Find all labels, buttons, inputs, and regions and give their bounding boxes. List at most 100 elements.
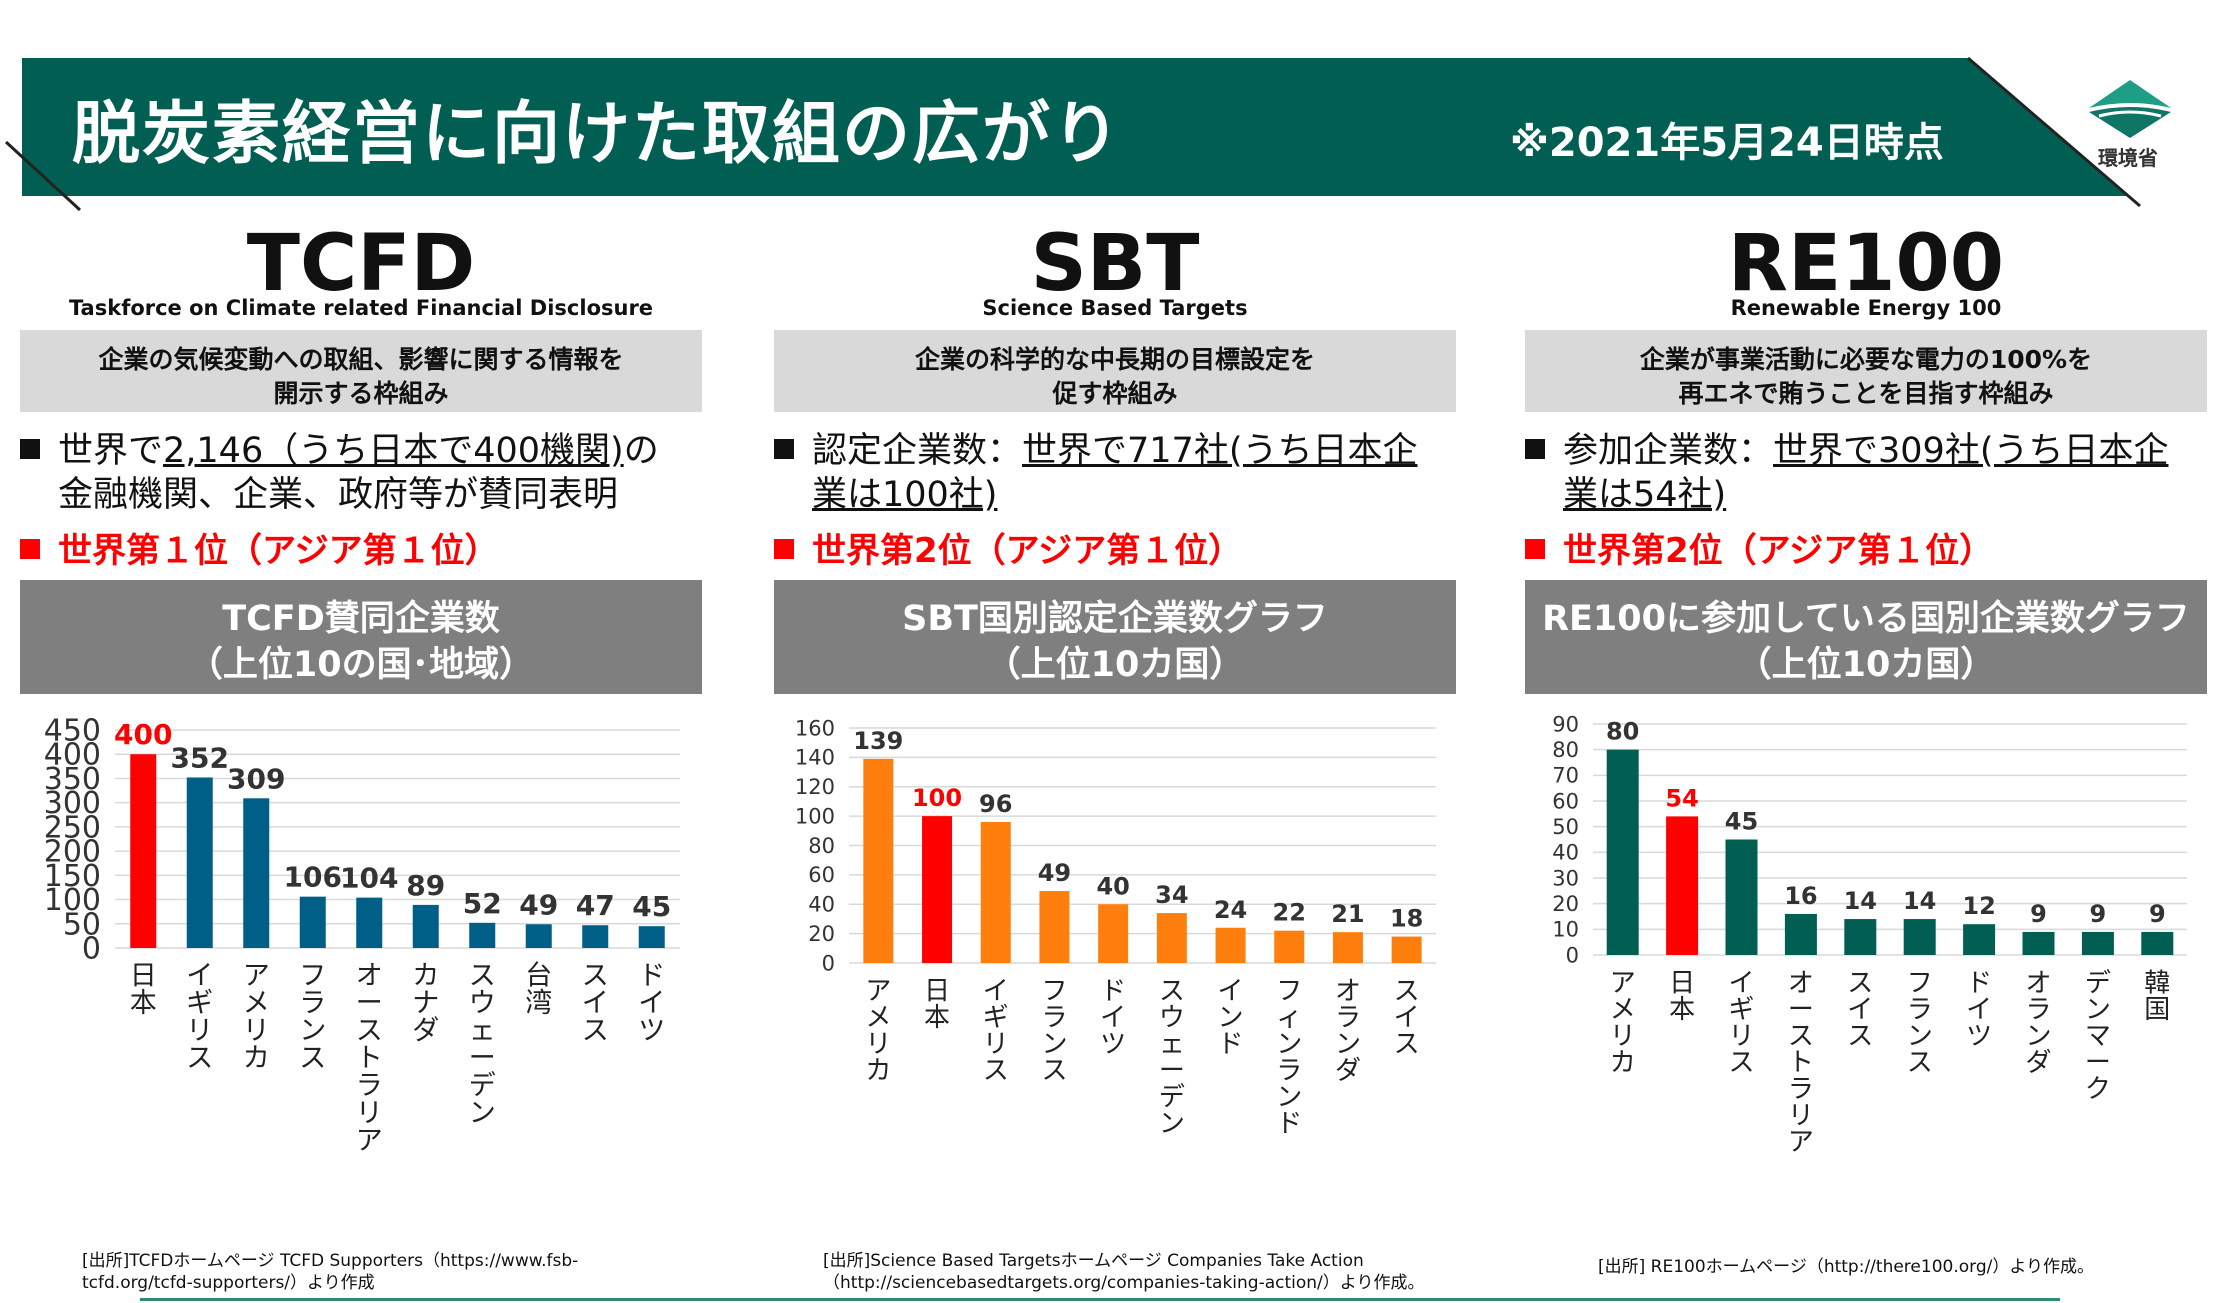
y-tick-label: 50 <box>63 907 101 942</box>
y-tick-label: 120 <box>795 775 835 799</box>
bullet-square-icon <box>1525 539 1545 559</box>
data-label: 352 <box>171 741 229 774</box>
bar <box>186 777 213 948</box>
bullet-line: 業は54社) <box>1563 466 1726 517</box>
data-label: 139 <box>853 727 903 755</box>
bullet-text: の <box>623 431 659 471</box>
y-tick-label: 400 <box>44 738 101 773</box>
bar <box>863 758 894 963</box>
y-tick-label: 160 <box>795 716 835 740</box>
y-tick-label: 90 <box>1552 712 1579 736</box>
header-banner <box>4 56 2141 212</box>
bar <box>922 816 953 963</box>
framework-full-name: Science Based Targets <box>982 296 1248 320</box>
bullet-line: 参加企業数：世界で309社(うち日本企 <box>1525 422 2168 473</box>
graph-title: TCFD賛同企業数 （上位10の国･地域） <box>20 580 702 694</box>
bullet-square-icon <box>774 539 794 559</box>
source-line: [出所] RE100ホームページ（http://there100.org/）より… <box>1598 1257 2094 1277</box>
data-label: 24 <box>1214 896 1247 924</box>
data-label: 400 <box>114 718 172 751</box>
bar <box>1784 913 1817 955</box>
y-tick-label: 40 <box>1552 841 1579 865</box>
bar <box>1606 749 1639 955</box>
data-label: 18 <box>1390 905 1423 933</box>
bar <box>1666 816 1699 955</box>
bullet-text: 認定企業数： <box>812 431 1023 471</box>
category-label: フランス <box>1907 968 1933 1078</box>
y-tick-label: 20 <box>1552 892 1579 916</box>
data-label: 49 <box>519 888 558 921</box>
data-label: 80 <box>1606 718 1639 746</box>
rank-text: 世界第１位（アジア第１位） <box>58 531 499 571</box>
bar <box>1098 904 1129 963</box>
bar <box>1215 927 1246 963</box>
data-label: 100 <box>912 784 962 812</box>
bullet-line: 金融機関、企業、政府等が賛同表明 <box>58 466 618 517</box>
category-label: スイス <box>1394 976 1420 1059</box>
y-tick-label: 150 <box>44 859 101 894</box>
bar <box>638 926 665 948</box>
bullet-square-icon <box>20 439 40 459</box>
data-label: 89 <box>406 869 445 902</box>
graph-title: SBT国別認定企業数グラフ （上位10カ国） <box>774 580 1456 694</box>
source-note-re100: [出所] RE100ホームページ（http://there100.org/）より… <box>1598 1256 2094 1278</box>
data-label: 45 <box>632 890 671 923</box>
bar <box>1903 919 1936 955</box>
bar <box>980 822 1011 963</box>
y-tick-label: 60 <box>1552 789 1579 813</box>
bar <box>1156 913 1187 963</box>
bullet-square-icon <box>774 439 794 459</box>
graph-title-line: （上位10カ国） <box>1736 645 1996 685</box>
bar <box>243 798 270 948</box>
graph-title-line: TCFD賛同企業数 <box>222 599 500 639</box>
data-label: 40 <box>1096 872 1129 900</box>
source-line: （http://sciencebasedtargets.org/companie… <box>823 1273 1425 1293</box>
data-label: 49 <box>1038 859 1071 887</box>
bullet-line: 世界で2,146（うち日本で400機関)の <box>20 422 659 473</box>
description-line: 促す枠組み <box>1052 379 1178 408</box>
data-label: 47 <box>576 889 615 922</box>
category-label: アメリカ <box>865 976 891 1086</box>
description-line: 開示する枠組み <box>273 379 449 408</box>
world-rank: 世界第2位（アジア第１位） <box>1525 523 1993 572</box>
bullet-line: 認定企業数：世界で717社(うち日本企 <box>774 422 1417 473</box>
bullet-highlight: 2,146（うち日本で400機関) <box>163 431 624 471</box>
bar <box>130 754 157 948</box>
category-label: ドイツ <box>638 960 665 1046</box>
bullet-text: 参加企業数： <box>1563 431 1774 471</box>
bullet-highlight: 世界で717社(うち日本企 <box>1022 431 1418 471</box>
graph-title-line: （上位10カ国） <box>985 645 1245 685</box>
bar <box>1391 936 1422 963</box>
y-tick-label: 100 <box>44 883 101 918</box>
bar <box>1039 891 1070 963</box>
category-label: オランダ <box>2025 968 2051 1078</box>
category-label: 日本 <box>130 960 157 1019</box>
column-tcfd: TCFD Taskforce on Climate related Financ… <box>20 222 702 1303</box>
category-label: スイス <box>1847 968 1873 1051</box>
sbt-bar-chart: 0 20 40 60 80 100 120 140 160 139 アメリカ 100 日本 96 イギリス 4… <box>795 716 1436 1139</box>
graph-title-line: （上位10の国･地域） <box>187 645 535 685</box>
footer-divider <box>140 1298 2060 1301</box>
bar <box>356 897 383 948</box>
source-line: [出所]TCFDホームページ TCFD Supporters（https://w… <box>82 1251 579 1271</box>
bullet-square-icon <box>20 539 40 559</box>
world-rank: 世界第2位（アジア第１位） <box>774 523 1242 572</box>
data-label: 106 <box>284 861 342 894</box>
data-label: 21 <box>1331 900 1364 928</box>
category-label: デンマーク <box>2085 968 2111 1104</box>
data-label: 309 <box>227 762 285 795</box>
category-label: アメリカ <box>243 960 270 1074</box>
data-label: 22 <box>1273 899 1306 927</box>
category-label: オーストラリア <box>1788 968 1814 1157</box>
category-label: スイス <box>582 960 609 1046</box>
data-label: 104 <box>340 862 398 895</box>
category-label: 日本 <box>1669 968 1695 1025</box>
graph-title-line: SBT国別認定企業数グラフ <box>902 599 1328 639</box>
y-tick-label: 250 <box>44 810 101 845</box>
y-tick-label: 140 <box>795 746 835 770</box>
framework-full-name: Renewable Energy 100 <box>1730 296 2002 320</box>
y-tick-label: 50 <box>1552 815 1579 839</box>
data-label: 96 <box>979 790 1012 818</box>
logo-text: 環境省 <box>2098 146 2158 170</box>
